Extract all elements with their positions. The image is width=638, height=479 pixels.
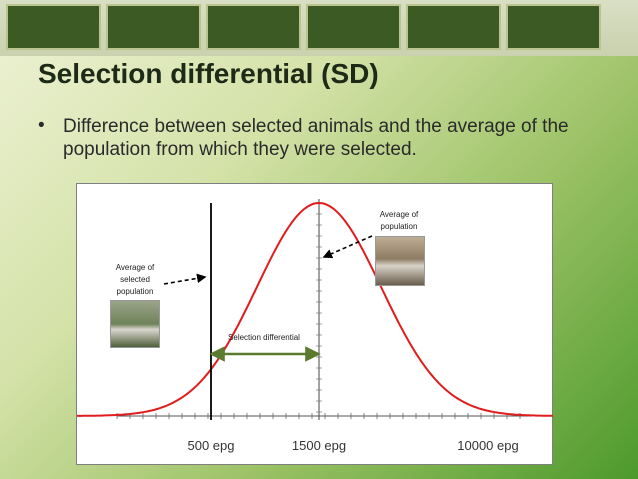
selected-average-label: population <box>117 287 154 296</box>
selected-average-label: selected <box>120 275 150 284</box>
slide-title: Selection differential (SD) <box>38 58 379 89</box>
selected-average-label: Average of <box>116 263 155 272</box>
x-tick-label: 1500 epg <box>292 438 346 453</box>
dna-helix-icon <box>206 4 301 50</box>
goat-herd-photo <box>375 236 425 286</box>
dna-helix-icon <box>506 4 601 50</box>
x-tick-label: 10000 epg <box>457 438 518 453</box>
selected-goat-photo <box>110 300 160 348</box>
population-average-label: Average of <box>380 210 419 219</box>
normal-curve <box>77 201 553 417</box>
header-banner <box>0 0 638 56</box>
bullet-marker: • <box>38 115 45 136</box>
dna-helix-icon <box>406 4 501 50</box>
population-average-label: population <box>381 222 418 231</box>
selection-differential-label: Selection differential <box>228 333 300 342</box>
selection-differential-figure: Average of population Average of selected po… <box>76 183 553 465</box>
dna-helix-icon <box>6 4 101 50</box>
bullet-text: Difference between selected animals and … <box>63 116 569 160</box>
selected-average-pointer <box>163 273 207 285</box>
dna-helix-icon <box>106 4 201 50</box>
distribution-chart: Average of population Average of selected po… <box>77 199 553 453</box>
dna-helix-icon <box>306 4 401 50</box>
x-tick-label: 500 epg <box>188 438 235 453</box>
population-average-pointer <box>322 235 373 259</box>
